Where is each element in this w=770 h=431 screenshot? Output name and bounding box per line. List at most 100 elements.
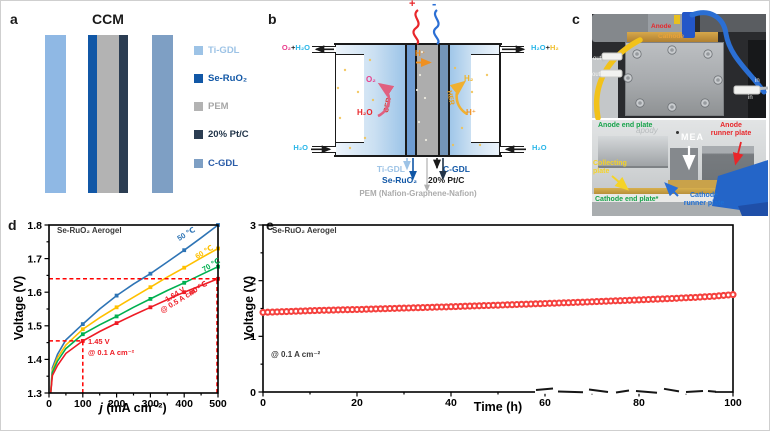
cathode-end-plate-bar — [592, 194, 766, 202]
yellow-marking — [674, 15, 680, 24]
photo-annotations-overlay — [611, 141, 768, 216]
membrane-ion-label: H⁺ — [415, 49, 425, 58]
legend-label-se-ruo2: Se-RuO₂ — [208, 73, 248, 84]
positive-wire — [412, 9, 420, 45]
chart-e-ylabel: Voltage (V) — [242, 275, 256, 341]
negative-wire — [432, 9, 440, 45]
out-label-2: out — [592, 72, 601, 78]
anode-gas-label: O₂ — [366, 75, 376, 84]
pem-label: PEM (Nafion-Graphene-Nafion) — [359, 189, 477, 198]
anode-end-plate-label: Anode end plate — [598, 122, 653, 129]
cathode-runner-plate-label: Cathode runner plate — [683, 192, 725, 208]
svg-text:1.6: 1.6 — [27, 287, 42, 299]
blue-clamp — [712, 160, 768, 214]
legend-swatch-c-gdl — [194, 159, 203, 168]
legend-label-pem: PEM — [208, 101, 229, 112]
blue-clamp-handle — [738, 202, 768, 216]
stability-chart: 0 20 40 60 80 100 0 1 2 3 — [250, 220, 742, 409]
cathode-end-plate-label: Cathode end plate* — [595, 196, 659, 203]
fitting-out-2 — [599, 69, 623, 78]
anode-inlet-label: H₂O — [293, 143, 308, 152]
anode-runner-plate-label: Anode runner plate — [710, 122, 752, 138]
strip-line-2 — [415, 45, 417, 155]
photo-bg-blob-4 — [748, 40, 766, 118]
minus-terminal: - — [432, 0, 437, 11]
cathode-gas-label: H₂ — [464, 74, 474, 83]
svg-text:40: 40 — [445, 397, 457, 409]
svg-text:400: 400 — [175, 398, 193, 410]
ti-gdl-label: Ti-GDL — [376, 164, 405, 174]
chart-e-xlabel: Time (h) — [473, 400, 523, 414]
anode-end-plate-block — [598, 136, 668, 168]
strip-line-1 — [405, 45, 407, 155]
se-ruo2-label: Se-RuO₂ — [382, 175, 417, 185]
svg-text:500: 500 — [209, 398, 227, 410]
electrolyzer-overlay — [311, 9, 526, 192]
cell-bottom-plate — [334, 155, 502, 157]
panel-a-letter: a — [10, 11, 18, 27]
svg-text:1.3: 1.3 — [27, 388, 42, 400]
gold-current-collector — [627, 32, 718, 42]
svg-text:0: 0 — [46, 398, 52, 410]
legend-swatch-pem — [194, 102, 203, 111]
layer-se-ruo2 — [88, 35, 97, 193]
cathode-flow-field — [471, 54, 499, 143]
out-label-1: out — [593, 56, 602, 62]
anode-outlet-label: O₂+H₂O — [281, 43, 310, 52]
c-gdl-strip — [439, 45, 448, 155]
bolt-heads — [626, 48, 720, 109]
her-arc-arrow — [449, 80, 468, 116]
svg-text:1.8: 1.8 — [27, 220, 42, 232]
svg-text:100: 100 — [74, 398, 92, 410]
ti-gdl-strip — [406, 45, 415, 155]
layer-pem — [97, 35, 119, 193]
svg-text:1.5: 1.5 — [27, 321, 42, 333]
panel-d-letter: d — [8, 217, 17, 233]
oer-arc-arrow — [377, 82, 395, 118]
svg-text:2: 2 — [250, 275, 256, 287]
legend-swatch-se-ruo2 — [194, 74, 203, 83]
legend-label-pt-c: 20% Pt/C — [208, 129, 249, 140]
chart-e-title: Se-RuO₂ Aerogel — [272, 226, 337, 235]
svg-text:1.4: 1.4 — [27, 354, 42, 366]
plus-terminal: + — [409, 0, 416, 10]
anode-photo-label: Anode — [651, 23, 672, 30]
layer-pt-c — [119, 35, 128, 193]
strip-line-4 — [448, 45, 450, 155]
legend-swatch-ti-gdl — [194, 46, 203, 55]
svg-text:1.7: 1.7 — [27, 253, 42, 265]
anode-feed-label: H₂O — [357, 108, 373, 117]
svg-text:1: 1 — [250, 331, 256, 343]
in-label-1: in — [755, 78, 760, 84]
chart-e-note: @ 0.1 A cm⁻² — [271, 350, 321, 359]
polarization-chart: 0 100 200 300 400 500 1.3 1.4 1.5 1.6 1.7 1.8 — [27, 220, 227, 410]
annotation-01acm2: @ 0.1 A cm⁻² — [88, 348, 135, 357]
chart-d-xlabel: j (mA cm⁻²) — [99, 401, 167, 415]
anode-flow-field — [336, 54, 364, 143]
anode-runner-arrow — [732, 141, 744, 166]
cables-overlay — [593, 10, 769, 121]
pem-strip — [416, 45, 438, 155]
in-label-2: in — [748, 95, 753, 101]
cell-right-wall — [499, 45, 501, 155]
cathode-outlet-label: H₂O+H₂ — [531, 43, 559, 52]
electrolyte-dots — [336, 58, 489, 150]
svg-text:80: 80 — [633, 397, 645, 409]
legend-label-c-gdl: C-GDL — [208, 158, 239, 169]
panel-c-letter: c — [572, 11, 580, 27]
photo-watermark: apody — [636, 126, 658, 135]
svg-text:100: 100 — [724, 397, 742, 409]
cell-left-wall — [334, 45, 336, 155]
legend-swatch-pt-c — [194, 130, 203, 139]
blue-connector — [682, 12, 695, 38]
fitting-in — [733, 85, 761, 95]
layer-ti-gdl — [45, 35, 66, 193]
fitting-out-1 — [601, 52, 623, 61]
svg-text:20: 20 — [351, 397, 363, 409]
svg-text:0: 0 — [250, 387, 256, 399]
mea-strip-photo — [668, 180, 760, 188]
ccm-title: CCM — [92, 11, 124, 27]
axis-artifact — [535, 387, 717, 394]
cathode-inlet-label: H₂O — [532, 143, 547, 152]
